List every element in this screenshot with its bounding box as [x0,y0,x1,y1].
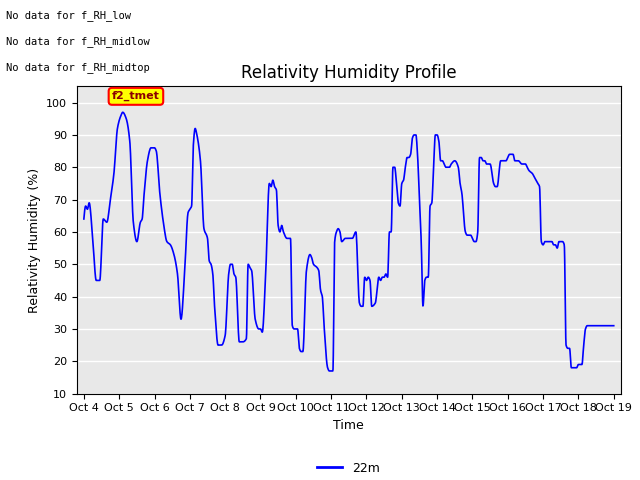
Text: No data for f_RH_low: No data for f_RH_low [6,10,131,21]
Title: Relativity Humidity Profile: Relativity Humidity Profile [241,64,456,82]
X-axis label: Time: Time [333,419,364,432]
Text: f2_tmet: f2_tmet [112,91,160,101]
Text: No data for f_RH_midlow: No data for f_RH_midlow [6,36,150,47]
Y-axis label: Relativity Humidity (%): Relativity Humidity (%) [28,168,40,312]
Legend: 22m: 22m [312,456,385,480]
Text: No data for f_RH_midtop: No data for f_RH_midtop [6,62,150,73]
